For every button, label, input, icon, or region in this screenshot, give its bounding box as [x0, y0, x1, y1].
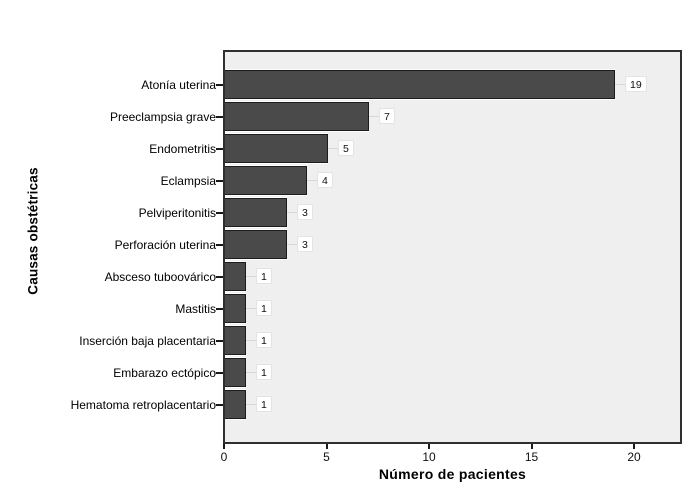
value-label: 3	[297, 235, 313, 252]
value-label-connector	[246, 372, 256, 373]
bar	[225, 198, 287, 227]
category-tick-mark	[216, 371, 223, 374]
bar	[225, 230, 287, 259]
x-tick-label: 10	[422, 450, 436, 464]
category-label: Inserción baja placentaria	[79, 333, 216, 348]
category-label: Mastitis	[175, 301, 216, 316]
value-label: 1	[256, 331, 272, 348]
bar	[225, 102, 369, 131]
category-tick-mark	[216, 243, 223, 246]
category-label: Absceso tuboovárico	[104, 269, 216, 284]
category-tick-mark	[216, 115, 223, 118]
value-label: 5	[338, 139, 354, 156]
category-tick-mark	[216, 147, 223, 150]
category-label: Atonía uterina	[141, 77, 216, 92]
bar	[225, 294, 246, 323]
category-label: Embarazo ectópico	[113, 365, 216, 380]
x-tick-mark	[633, 444, 635, 449]
bar	[225, 358, 246, 387]
bar	[225, 134, 328, 163]
category-tick-mark	[216, 403, 223, 406]
value-label-connector	[307, 180, 317, 181]
value-label-connector	[287, 244, 297, 245]
x-axis-title: Número de pacientes	[378, 466, 527, 482]
category-label: Perforación uterina	[114, 237, 216, 252]
value-label-connector	[246, 404, 256, 405]
value-label-connector	[246, 308, 256, 309]
value-label: 1	[256, 299, 272, 316]
value-label: 1	[256, 363, 272, 380]
category-tick-mark	[216, 179, 223, 182]
bar	[225, 262, 246, 291]
x-tick-label: 20	[627, 450, 641, 464]
x-tick-mark	[530, 444, 533, 449]
category-tick-mark	[216, 307, 223, 310]
category-label: Eclampsia	[160, 173, 216, 188]
bar	[225, 326, 246, 355]
category-label: Pelviperitonitis	[138, 205, 216, 220]
value-label: 19	[625, 75, 647, 92]
bar	[225, 166, 307, 195]
value-label-connector	[328, 148, 338, 149]
value-label-connector	[615, 84, 625, 85]
x-tick-label: 15	[524, 450, 539, 464]
category-label: Hematoma retroplacentario	[70, 397, 216, 412]
value-label: 3	[297, 203, 313, 220]
value-label-connector	[246, 276, 256, 277]
value-label-connector	[369, 116, 379, 117]
category-tick-mark	[216, 275, 223, 278]
category-tick-mark	[216, 83, 223, 86]
x-tick-mark	[428, 444, 430, 449]
category-tick-mark	[216, 211, 223, 214]
value-label: 1	[256, 395, 272, 412]
category-tick-mark	[216, 339, 223, 342]
category-label: Endometritis	[149, 141, 216, 156]
plot-area: 19 7 5 4 3 3 1 1 1 1 1	[223, 50, 682, 444]
x-tick-label: 5	[323, 450, 330, 464]
value-label-connector	[246, 340, 256, 341]
x-tick-mark	[325, 444, 328, 449]
x-tick-label: 0	[220, 450, 228, 464]
value-label-connector	[287, 212, 297, 213]
category-label: Preeclampsia grave	[109, 109, 216, 124]
bar	[225, 390, 246, 419]
value-label: 7	[379, 107, 395, 124]
bar	[225, 70, 615, 99]
x-tick-mark	[223, 444, 225, 449]
value-label: 4	[317, 171, 333, 188]
value-label: 1	[256, 267, 272, 284]
